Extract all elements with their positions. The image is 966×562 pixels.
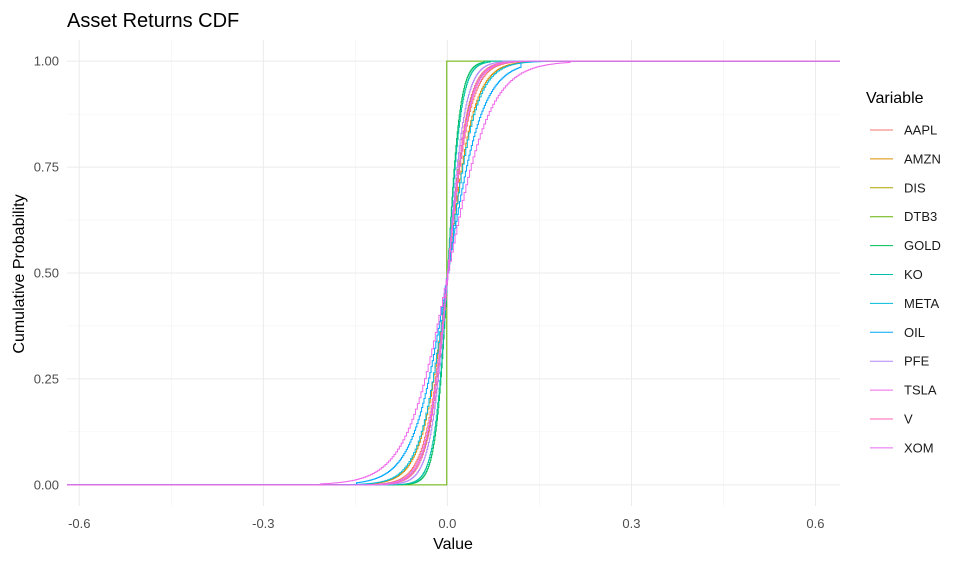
legend-item-aapl: AAPL [870,123,937,138]
legend-item-meta: META [870,296,939,311]
legend-label-oil: OIL [904,325,925,340]
y-tick-label: 0.50 [34,266,59,281]
legend-item-pfe: PFE [870,354,930,369]
legend-title: Variable [866,90,924,107]
legend-item-dis: DIS [870,180,926,195]
y-tick-label: 0.25 [34,371,59,386]
series-line-meta [67,60,840,486]
series-line-tsla [67,60,840,486]
legend-label-v: V [904,412,913,427]
legend-item-oil: OIL [870,325,925,340]
y-tick-label: 0.00 [34,477,59,492]
x-tick-label: 0.3 [622,516,640,531]
legend-label-aapl: AAPL [904,123,937,138]
legend-item-ko: KO [870,267,923,282]
x-tick-label: 0.0 [438,516,456,531]
y-axis-title: Cumulative Probability [11,194,28,353]
legend-label-amzn: AMZN [904,151,941,166]
legend-label-pfe: PFE [904,354,930,369]
y-tick-label: 1.00 [34,54,59,69]
legend-label-ko: KO [904,267,923,282]
legend-label-xom: XOM [904,440,934,455]
legend-label-gold: GOLD [904,238,941,253]
legend-label-dtb3: DTB3 [904,209,937,224]
x-tick-label: 0.6 [806,516,824,531]
series-line-ko [67,60,840,486]
legend-item-xom: XOM [870,440,934,455]
legend-items: AAPL AMZN DIS DTB3 GOLD KO META OIL PFE TSLA V XOM [870,123,941,455]
legend-item-gold: GOLD [870,238,941,253]
series-lines [67,60,840,486]
legend-item-v: V [870,412,913,427]
x-tick-label: -0.3 [252,516,274,531]
x-tick-label: -0.6 [68,516,90,531]
y-tick-labels: 0.00 0.25 0.50 0.75 1.00 [34,54,59,493]
series-line-oil [67,60,840,486]
legend-label-dis: DIS [904,180,926,195]
series-line-xom [67,60,840,486]
y-tick-label: 0.75 [34,160,59,175]
legend-label-meta: META [904,296,939,311]
legend-label-tsla: TSLA [904,383,937,398]
legend: Variable AAPL AMZN DIS DTB3 GOLD KO META OIL PFE… [866,90,941,455]
chart-title: Asset Returns CDF [67,10,239,32]
x-axis-title: Value [433,536,473,553]
grid-major [67,40,840,506]
legend-item-dtb3: DTB3 [870,209,937,224]
legend-item-tsla: TSLA [870,383,937,398]
legend-item-amzn: AMZN [870,151,941,166]
x-tick-labels: -0.6 -0.3 0.0 0.3 0.6 [68,516,824,531]
